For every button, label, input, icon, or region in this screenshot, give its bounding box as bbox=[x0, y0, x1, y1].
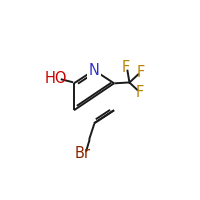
Text: Br: Br bbox=[74, 146, 90, 161]
Text: F: F bbox=[137, 65, 145, 80]
Text: HO: HO bbox=[44, 71, 67, 86]
Text: N: N bbox=[89, 63, 99, 78]
Text: F: F bbox=[135, 85, 144, 100]
Text: F: F bbox=[121, 60, 130, 75]
